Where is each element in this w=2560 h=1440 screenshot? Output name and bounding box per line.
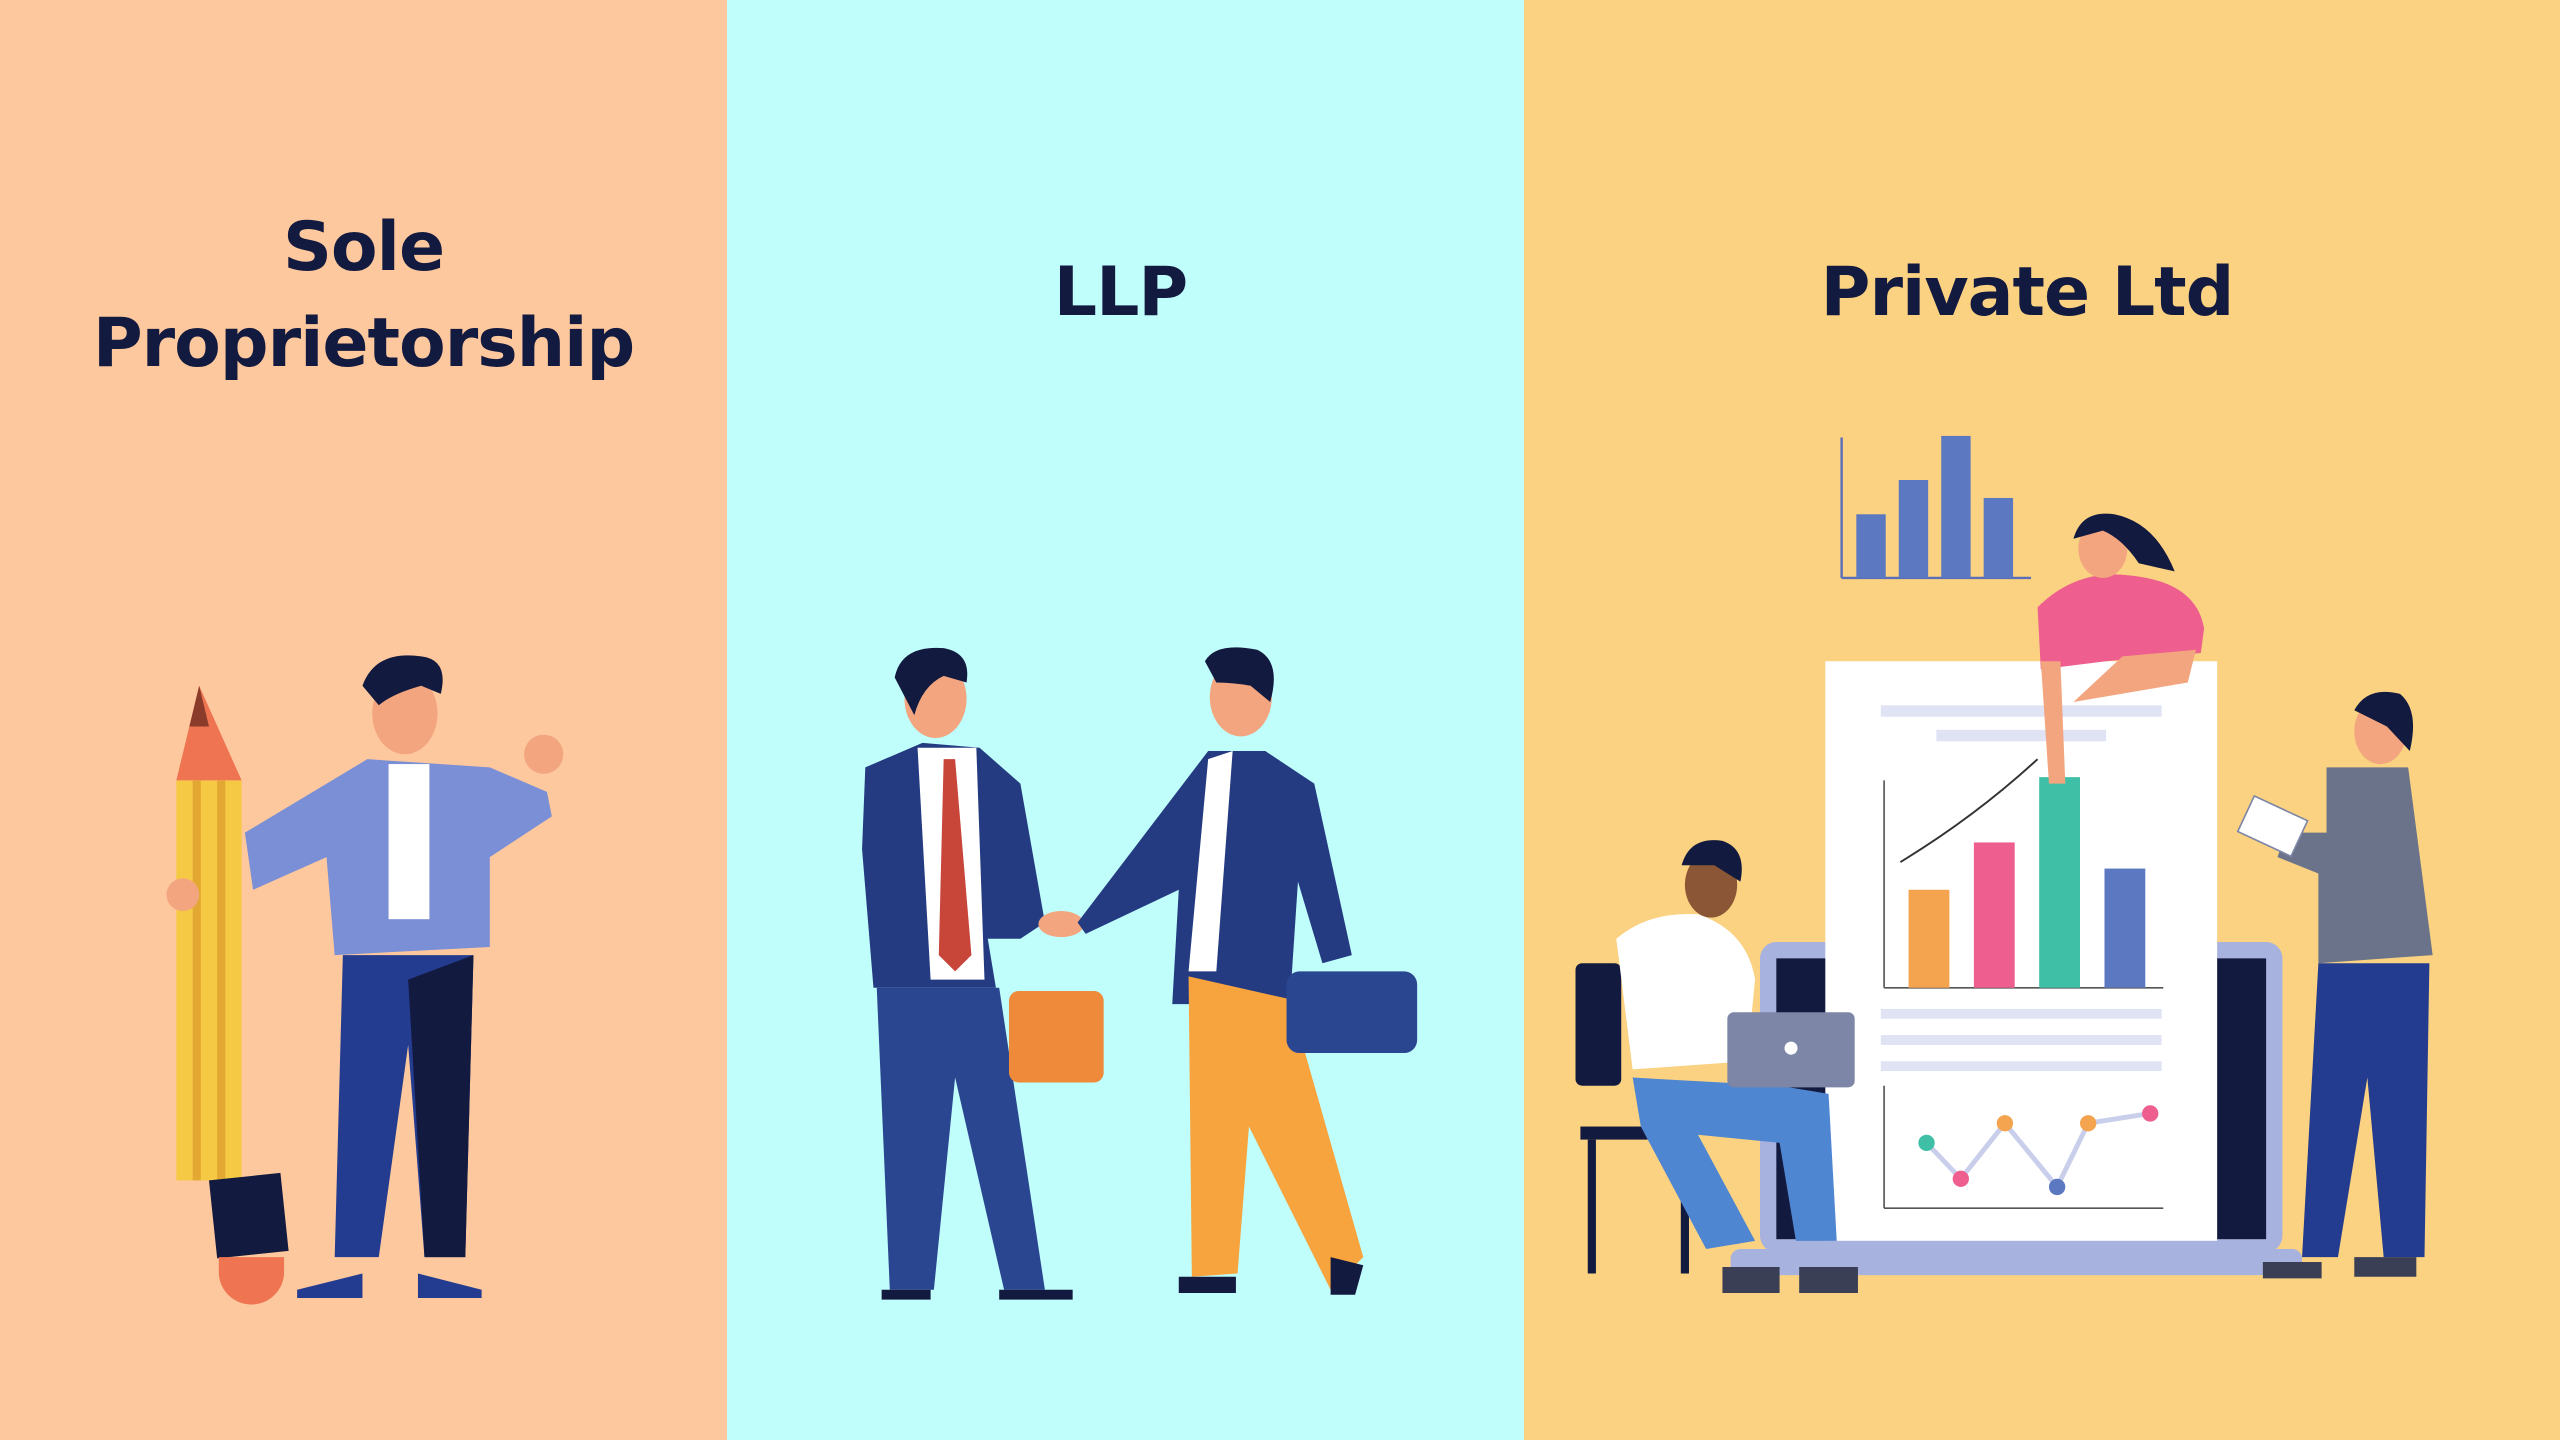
- llp-title: LLP: [1053, 253, 1189, 332]
- businessman-left-illustration: [862, 647, 1104, 1300]
- seated-man-illustration: [1575, 840, 1858, 1294]
- pencil-illustration: [176, 685, 289, 1305]
- sole-proprietorship-title: Sole Proprietorship: [0, 200, 727, 392]
- standing-man-clipboard-illustration: [2236, 691, 2433, 1279]
- title-line-1: Sole: [282, 208, 445, 287]
- businessman-right-illustration: [1077, 647, 1418, 1295]
- llp-panel: LLP: [727, 0, 1524, 1440]
- bar-chart-icon: [1840, 435, 2032, 580]
- man-illustration: [166, 655, 564, 1298]
- woman-illustration: [2037, 513, 2205, 784]
- handshake-icon: [1038, 911, 1085, 938]
- private-ltd-title: Private Ltd: [1820, 253, 2235, 332]
- title-line-2: Proprietorship: [92, 304, 635, 383]
- report-board-illustration: [1825, 661, 2218, 1241]
